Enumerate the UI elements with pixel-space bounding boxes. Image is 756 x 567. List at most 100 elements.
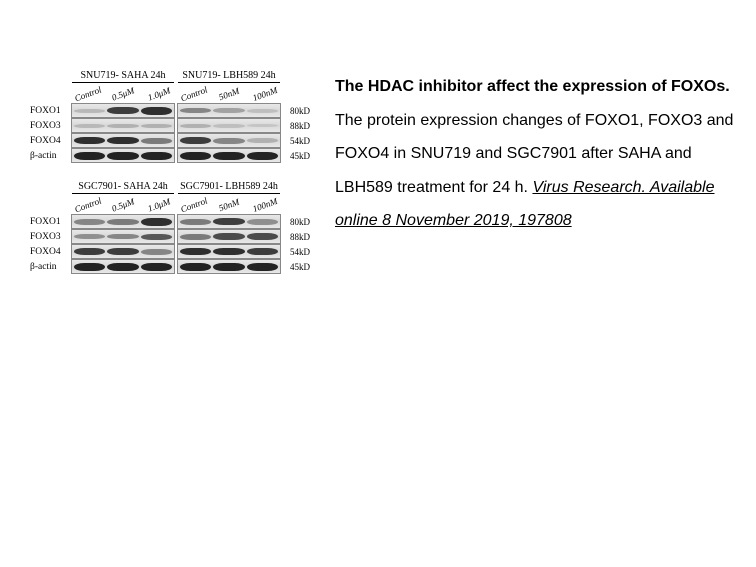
band <box>107 137 138 144</box>
blot-row: FOXO3 88kD <box>30 229 310 244</box>
blot-half <box>177 229 281 244</box>
band <box>107 107 138 114</box>
band <box>180 137 211 144</box>
protein-label: FOXO3 <box>30 121 70 131</box>
blot-half <box>71 148 175 163</box>
band <box>247 263 278 271</box>
band <box>74 234 105 239</box>
blot-half <box>71 229 175 244</box>
molecular-weight-label: 80kD <box>282 217 310 227</box>
blot-strip <box>70 133 282 148</box>
legend-title: The HDAC inhibitor affect the expression… <box>335 78 730 95</box>
band <box>213 138 244 144</box>
band <box>107 234 138 239</box>
western-blot-figure: SNU719- SAHA 24hSNU719- LBH589 24hContro… <box>30 70 310 292</box>
blot-row: FOXO1 80kD <box>30 214 310 229</box>
band <box>141 234 172 240</box>
band <box>247 124 278 127</box>
protein-label: β-actin <box>30 151 70 161</box>
band <box>141 263 172 271</box>
blot-strip <box>70 244 282 259</box>
molecular-weight-label: 88kD <box>282 121 310 131</box>
blot-panel-1: SGC7901- SAHA 24hSGC7901- LBH589 24hCont… <box>30 181 310 274</box>
band <box>247 219 278 225</box>
blot-half <box>177 133 281 148</box>
band <box>180 263 211 271</box>
protein-label: β-actin <box>30 262 70 272</box>
band <box>141 249 172 255</box>
blot-half <box>177 103 281 118</box>
blot-half <box>71 103 175 118</box>
band <box>107 219 138 225</box>
blot-row: FOXO3 88kD <box>30 118 310 133</box>
blot-half <box>71 244 175 259</box>
band <box>74 124 105 128</box>
band <box>107 263 138 271</box>
band <box>74 137 105 144</box>
band <box>74 248 105 255</box>
blot-strip <box>70 118 282 133</box>
band <box>74 109 105 113</box>
blot-half <box>71 214 175 229</box>
band <box>107 124 138 128</box>
band <box>213 108 244 113</box>
band <box>247 109 278 113</box>
band <box>180 219 211 225</box>
protein-label: FOXO1 <box>30 106 70 116</box>
band <box>180 248 211 255</box>
figure-legend: The HDAC inhibitor affect the expression… <box>335 70 736 292</box>
blot-strip <box>70 148 282 163</box>
protein-label: FOXO4 <box>30 136 70 146</box>
molecular-weight-label: 54kD <box>282 247 310 257</box>
blot-strip <box>70 259 282 274</box>
band <box>247 138 278 143</box>
protein-label: FOXO4 <box>30 247 70 257</box>
band <box>213 218 244 225</box>
molecular-weight-label: 54kD <box>282 136 310 146</box>
band <box>141 218 172 226</box>
blot-half <box>177 214 281 229</box>
band <box>213 124 244 128</box>
band <box>74 263 105 271</box>
band <box>180 152 211 160</box>
band <box>141 107 172 115</box>
band <box>213 233 244 240</box>
blot-row: FOXO4 54kD <box>30 244 310 259</box>
molecular-weight-label: 45kD <box>282 262 310 272</box>
band <box>141 138 172 144</box>
band <box>180 124 211 128</box>
blot-half <box>177 118 281 133</box>
blot-half <box>177 259 281 274</box>
band <box>247 152 278 160</box>
blot-half <box>71 118 175 133</box>
blot-panel-0: SNU719- SAHA 24hSNU719- LBH589 24hContro… <box>30 70 310 163</box>
band <box>141 124 172 128</box>
protein-label: FOXO3 <box>30 232 70 242</box>
band <box>180 234 211 240</box>
blot-half <box>177 148 281 163</box>
blot-row: β-actin 45kD <box>30 148 310 163</box>
band <box>180 108 211 113</box>
blot-row: β-actin 45kD <box>30 259 310 274</box>
band <box>74 152 105 160</box>
band <box>74 219 105 225</box>
band <box>247 248 278 255</box>
molecular-weight-label: 45kD <box>282 151 310 161</box>
blot-half <box>71 133 175 148</box>
blot-half <box>177 244 281 259</box>
blot-strip <box>70 229 282 244</box>
band <box>141 152 172 160</box>
blot-half <box>71 259 175 274</box>
figure-container: SNU719- SAHA 24hSNU719- LBH589 24hContro… <box>0 0 756 312</box>
band <box>107 152 138 160</box>
blot-row: FOXO4 54kD <box>30 133 310 148</box>
band <box>213 248 244 255</box>
band <box>213 152 244 160</box>
molecular-weight-label: 88kD <box>282 232 310 242</box>
band <box>247 233 278 240</box>
band <box>213 263 244 271</box>
protein-label: FOXO1 <box>30 217 70 227</box>
band <box>107 248 138 255</box>
blot-row: FOXO1 80kD <box>30 103 310 118</box>
molecular-weight-label: 80kD <box>282 106 310 116</box>
